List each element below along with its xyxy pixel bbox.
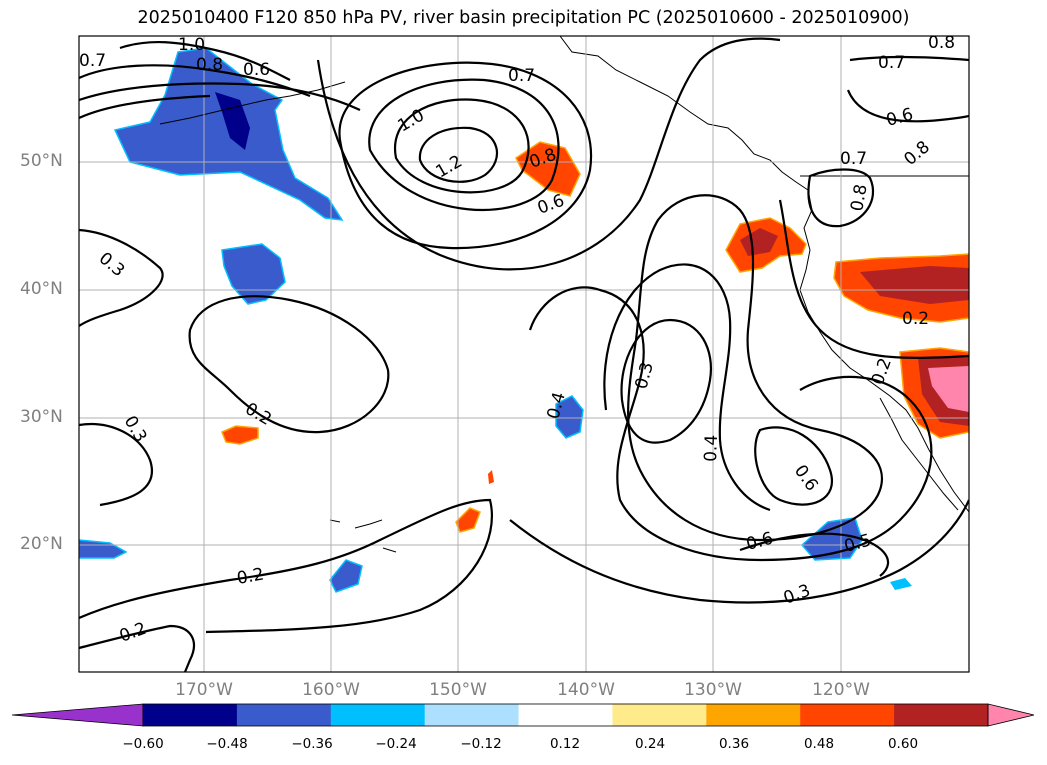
colorbar bbox=[11, 703, 1035, 727]
pc-shading bbox=[79, 47, 912, 593]
colorbar-cell bbox=[236, 704, 332, 726]
colorbar-tick-label: 0.60 bbox=[887, 736, 919, 752]
pv-contour-0.7-top bbox=[79, 94, 211, 120]
colorbar-tick-label: 0.12 bbox=[549, 736, 581, 752]
pv-contour-0.7-ne bbox=[849, 55, 969, 62]
pv-contour-0.4-east bbox=[528, 286, 933, 562]
contour-label: 0.7 bbox=[508, 66, 535, 86]
pos-shade-socal-max bbox=[928, 366, 969, 412]
alaska-coast bbox=[559, 36, 809, 191]
lat-label-50n: 50°N bbox=[20, 151, 63, 171]
pv-contour-0.7-ne2 bbox=[778, 199, 969, 359]
lat-label-30n: 30°N bbox=[20, 407, 63, 427]
pv-contour-0.4-center bbox=[603, 263, 771, 512]
lon-label-130w: 130°W bbox=[684, 680, 742, 700]
pv-contour-0.6-ring bbox=[754, 426, 833, 506]
lon-label-120w: 120°W bbox=[812, 680, 870, 700]
contour-label: 1.0 bbox=[178, 35, 205, 55]
contour-label: 0.6 bbox=[243, 60, 270, 80]
pv-contour-0.6-low bbox=[316, 37, 781, 271]
colorbar-frame bbox=[142, 703, 989, 727]
contour-label: 0.7 bbox=[79, 51, 106, 71]
baja-coast bbox=[879, 397, 959, 511]
pv-contour-0.3-west bbox=[79, 228, 164, 327]
pv-contour-0.6-nw bbox=[79, 82, 361, 111]
pv-contour-0.2-mid bbox=[188, 295, 390, 434]
pos-shade-gulfalaska bbox=[515, 141, 581, 197]
pv-contour-0.6-ne bbox=[846, 89, 969, 123]
lon-label-140w: 140°W bbox=[557, 680, 615, 700]
neg-shade-aleutian-core bbox=[215, 92, 250, 150]
colorbar-extend-low bbox=[11, 703, 144, 727]
pv-contour-0.8-low bbox=[368, 78, 560, 212]
contour-label: 0.2 bbox=[235, 565, 265, 589]
colorbar-tick-label: −0.48 bbox=[206, 736, 248, 752]
lat-label-40n: 40°N bbox=[20, 279, 63, 299]
colorbar-tick-label: −0.12 bbox=[460, 736, 502, 752]
colorbar-cell bbox=[143, 704, 238, 726]
pos-shade-30n bbox=[221, 425, 259, 445]
colorbar-tick-label: 0.24 bbox=[634, 736, 666, 752]
neg-shade-142w bbox=[555, 395, 584, 439]
pv-contours bbox=[79, 37, 969, 672]
map-title: 2025010400 F120 850 hPa PV, river basin … bbox=[137, 8, 910, 28]
aleutian-chain bbox=[159, 81, 346, 125]
colorbar-tick-label: −0.60 bbox=[122, 736, 164, 752]
colorbar-cell bbox=[330, 704, 426, 726]
pv-contour-0.3-south bbox=[509, 499, 969, 604]
pv-contour-0.2-south bbox=[79, 498, 493, 634]
colorbar-tick-label: 0.36 bbox=[718, 736, 750, 752]
colorbar-extend-high bbox=[987, 703, 1035, 727]
colorbar-tick-label: −0.24 bbox=[375, 736, 417, 752]
pv-contour-0.3-center bbox=[620, 318, 713, 444]
colorbar-cell bbox=[424, 704, 520, 726]
contour-label: 0.2 bbox=[902, 309, 929, 329]
contour-label: 0.8 bbox=[196, 55, 223, 75]
lon-label-150w: 150°W bbox=[429, 680, 487, 700]
colorbar-tick-label: 0.48 bbox=[803, 736, 835, 752]
pv-contour-0.5-ring bbox=[627, 194, 883, 542]
contour-label: 0.8 bbox=[847, 183, 871, 213]
pos-shade-sierra-core bbox=[860, 266, 969, 304]
neg-shade-mexico bbox=[890, 578, 912, 590]
neg-shade-aleutian bbox=[113, 47, 344, 221]
neg-shade-hawaii bbox=[329, 559, 363, 593]
pos-shade-20n bbox=[455, 507, 481, 533]
colorbar-cell bbox=[800, 704, 895, 726]
pv-contour-0.7-low bbox=[338, 61, 593, 250]
colorbar-tick-label: −0.36 bbox=[291, 736, 333, 752]
graticule bbox=[79, 36, 969, 672]
colorbar-cell bbox=[706, 704, 801, 726]
lat-label-20n: 20°N bbox=[20, 534, 63, 554]
lon-label-160w: 160°W bbox=[302, 680, 360, 700]
map-frame bbox=[78, 35, 970, 673]
neg-shade-midpacific bbox=[221, 243, 286, 305]
pv-contour-0.6-se bbox=[739, 532, 890, 577]
colorbar-cell bbox=[612, 704, 707, 726]
pv-contour-1.0 bbox=[393, 98, 530, 194]
pv-contour-0.8-ne bbox=[807, 168, 875, 228]
contour-label: 0.8 bbox=[928, 33, 955, 53]
contour-label: 0.4 bbox=[701, 434, 722, 462]
pv-contour-1.2 bbox=[418, 126, 499, 183]
pv-contour-1.0-nw bbox=[119, 40, 291, 81]
contour-label: 0.7 bbox=[840, 149, 867, 169]
pv-contour-0.2-sw bbox=[79, 624, 196, 672]
pc-shading-positive bbox=[221, 141, 969, 533]
contour-label: 0.7 bbox=[878, 53, 905, 73]
hawaii-islands bbox=[329, 519, 397, 553]
colorbar-cell bbox=[518, 704, 613, 726]
pv-contour-0.3-sw bbox=[79, 422, 153, 507]
lon-label-170w: 170°W bbox=[175, 680, 233, 700]
pv-contour-0.8-nw bbox=[79, 64, 311, 98]
colorbar-cell bbox=[894, 704, 989, 726]
pos-shade-small bbox=[488, 470, 494, 484]
